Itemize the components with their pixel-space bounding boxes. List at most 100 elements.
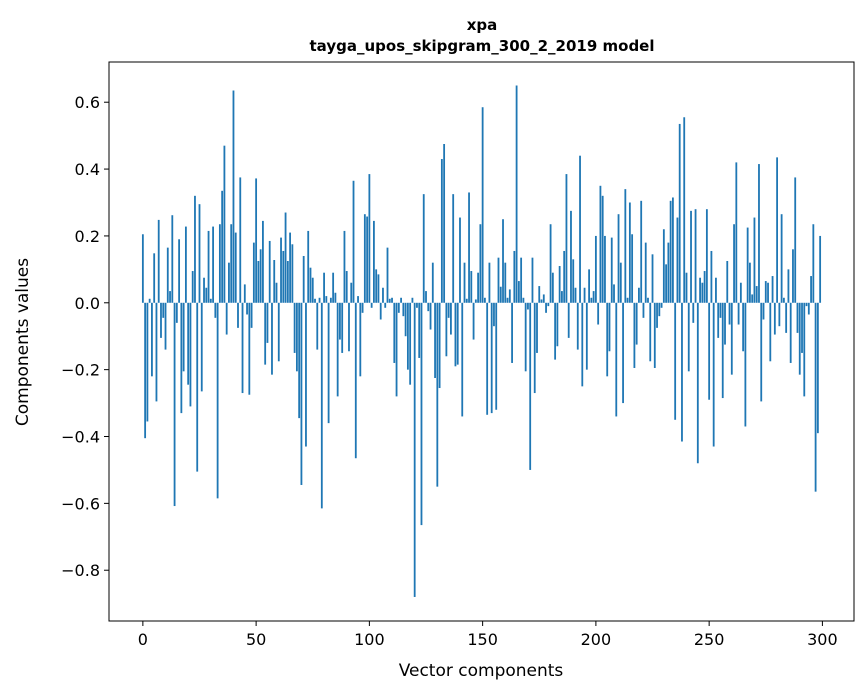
bar — [264, 302, 267, 365]
bar — [243, 284, 246, 303]
bar — [665, 264, 668, 303]
bar — [613, 284, 615, 303]
bar — [146, 302, 149, 422]
bar — [282, 250, 285, 303]
bar — [563, 250, 566, 303]
bar — [812, 224, 815, 303]
bar — [628, 202, 631, 303]
bar — [730, 302, 733, 375]
bar — [295, 302, 298, 372]
bar — [305, 302, 307, 447]
bar — [511, 302, 513, 363]
bar — [334, 292, 337, 303]
bar — [570, 210, 572, 303]
bar — [610, 237, 613, 303]
bar — [345, 271, 348, 303]
chart-subtitle: tayga_upos_skipgram_300_2_2019 model — [310, 37, 655, 55]
bar — [350, 282, 353, 303]
bar — [207, 230, 210, 303]
bar — [196, 302, 199, 472]
bar — [266, 302, 269, 343]
y-tick-label: −0.2 — [61, 361, 100, 380]
bar — [531, 257, 534, 303]
bar — [622, 302, 624, 404]
bar — [268, 240, 271, 303]
bar — [789, 302, 792, 363]
bar — [368, 174, 371, 303]
bar — [228, 262, 230, 303]
bar — [182, 302, 185, 372]
bar — [556, 302, 559, 347]
bar — [726, 261, 729, 303]
bar — [402, 302, 405, 317]
bar — [141, 234, 144, 303]
bar — [574, 287, 577, 303]
bar — [300, 302, 303, 485]
y-tick-label: 0.4 — [75, 160, 100, 179]
bar — [708, 302, 711, 400]
bar — [547, 302, 550, 307]
bar — [513, 250, 516, 303]
bar — [452, 194, 455, 303]
bar — [271, 302, 273, 375]
bar — [533, 302, 536, 394]
bar — [404, 302, 407, 337]
bar — [246, 302, 248, 315]
bar — [662, 229, 665, 303]
bar — [807, 302, 810, 315]
bar — [454, 302, 457, 367]
bar — [493, 302, 495, 327]
y-tick-label: 0.2 — [75, 227, 100, 246]
bar — [819, 235, 822, 303]
y-tick-label: −0.4 — [61, 428, 100, 447]
bar — [554, 302, 557, 360]
bar — [200, 302, 203, 392]
bar — [502, 219, 504, 303]
bar — [212, 226, 214, 303]
bar — [184, 226, 187, 303]
bar — [601, 195, 604, 303]
x-tick-label: 200 — [581, 630, 612, 649]
x-axis-label: Vector components — [399, 661, 564, 681]
bar — [579, 155, 581, 303]
bar — [728, 302, 731, 325]
x-tick-label: 50 — [246, 630, 266, 649]
bar — [660, 302, 663, 308]
bar — [379, 302, 382, 320]
bar — [318, 297, 321, 303]
bar — [647, 297, 649, 303]
bar — [438, 302, 441, 389]
bar — [393, 302, 396, 363]
bar — [450, 302, 452, 335]
bar — [171, 215, 174, 303]
bar — [724, 302, 726, 345]
bar — [814, 302, 817, 492]
bar — [289, 232, 291, 303]
bar — [696, 302, 699, 464]
bar — [164, 302, 167, 350]
bar — [359, 302, 362, 377]
bar — [151, 302, 153, 377]
bar — [558, 266, 561, 303]
bar — [524, 302, 527, 372]
bar — [373, 220, 375, 303]
bar — [250, 302, 253, 328]
bar — [703, 271, 706, 303]
bar — [581, 302, 584, 387]
bar — [388, 298, 391, 303]
bar — [375, 269, 378, 303]
bar — [604, 235, 606, 303]
bar — [280, 237, 282, 303]
bar — [565, 174, 568, 303]
bar — [465, 298, 468, 303]
bar — [384, 302, 387, 308]
bar — [681, 302, 683, 442]
bar — [794, 177, 797, 303]
bar — [273, 260, 276, 303]
bar — [418, 302, 421, 358]
bar — [309, 267, 312, 303]
bar — [173, 302, 176, 507]
bar — [515, 85, 518, 303]
bar — [687, 302, 690, 372]
